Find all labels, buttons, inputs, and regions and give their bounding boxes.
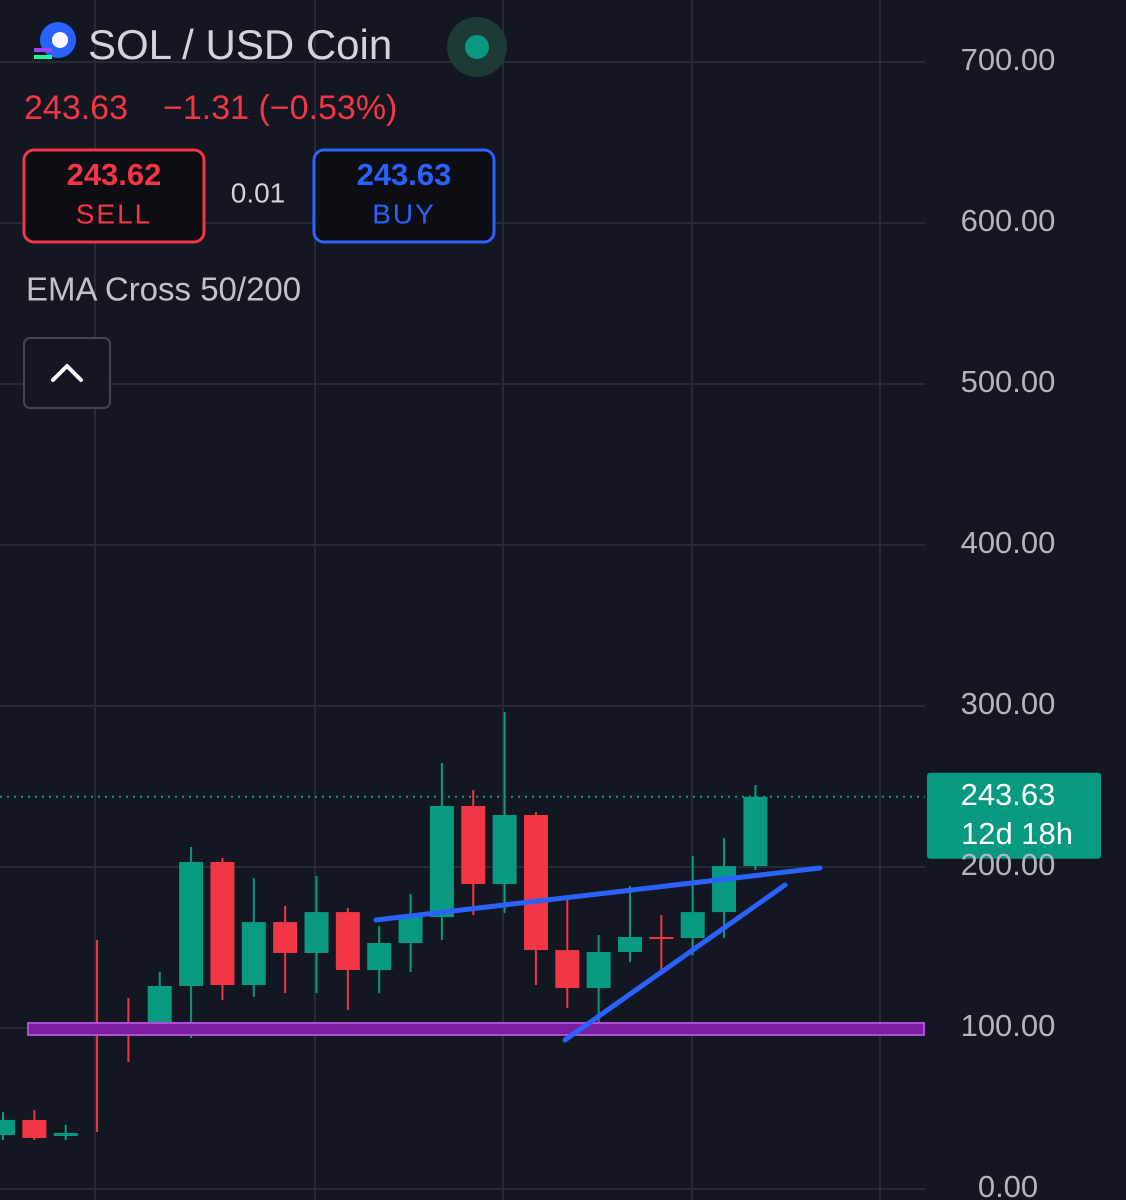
candle-body — [429, 805, 454, 918]
candle-body — [492, 814, 517, 885]
candle-body — [367, 942, 392, 971]
indicator-label: EMA Cross 50/200 — [26, 271, 301, 308]
horizontal-zone — [27, 1022, 925, 1036]
trend-line — [562, 882, 788, 1043]
spread: 0.01 — [231, 177, 286, 208]
y-tick-label: 200.00 — [961, 847, 1056, 882]
candle-body — [555, 950, 580, 989]
candle-body — [0, 1119, 15, 1136]
candle-body — [743, 796, 768, 867]
y-tick-label: 100.00 — [961, 1008, 1056, 1043]
candle-body — [179, 862, 204, 986]
last-price: 243.63 — [24, 89, 128, 127]
candle-body — [618, 937, 642, 953]
y-tick-label: 700.00 — [961, 42, 1056, 77]
y-tick-label: 600.00 — [961, 203, 1056, 238]
candle-body — [241, 922, 266, 986]
y-tick-label: 500.00 — [961, 364, 1056, 399]
icon-bar — [34, 55, 52, 59]
y-tick-label: 400.00 — [961, 525, 1056, 560]
price-change: −1.31 (−0.53%) — [163, 89, 397, 127]
candle-body — [273, 922, 298, 953]
candle-body — [523, 814, 548, 951]
y-tick-label: 0.00 — [978, 1169, 1038, 1200]
drawings — [27, 865, 925, 1043]
plot — [0, 711, 768, 1141]
trend-line — [373, 865, 823, 923]
candle-body — [53, 1132, 78, 1137]
collapse-button[interactable] — [23, 337, 111, 409]
buy-label: BUY — [372, 198, 436, 229]
candle-body — [649, 937, 674, 940]
icon-inner — [52, 32, 68, 48]
grid — [0, 0, 925, 1200]
y-tick-label: 300.00 — [961, 686, 1056, 721]
sell-price: 243.62 — [67, 157, 162, 192]
status-dot — [465, 35, 489, 59]
candle-body — [210, 862, 235, 986]
buy-price: 243.63 — [357, 157, 452, 192]
candle-body — [22, 1119, 47, 1138]
sell-label: SELL — [76, 198, 153, 229]
candle-body — [586, 952, 611, 989]
candle-body — [398, 917, 423, 943]
chevron-up — [51, 364, 83, 382]
sell-button[interactable] — [22, 148, 206, 244]
candle-body — [461, 805, 486, 885]
price-tag-value: 243.63 — [961, 777, 1056, 812]
candle-body — [304, 912, 329, 953]
price-tag — [927, 772, 1101, 859]
overlay: 243.63 12d 18h — [0, 772, 1101, 859]
candle-body — [335, 912, 360, 971]
symbol-icon — [34, 22, 76, 59]
icon-bar — [34, 48, 52, 52]
buy-button[interactable] — [312, 148, 496, 244]
candle-body — [680, 912, 705, 939]
price-tag-countdown: 12d 18h — [961, 816, 1073, 851]
candle-body — [712, 866, 737, 913]
symbol-title: SOL / USD Coin — [88, 21, 392, 68]
